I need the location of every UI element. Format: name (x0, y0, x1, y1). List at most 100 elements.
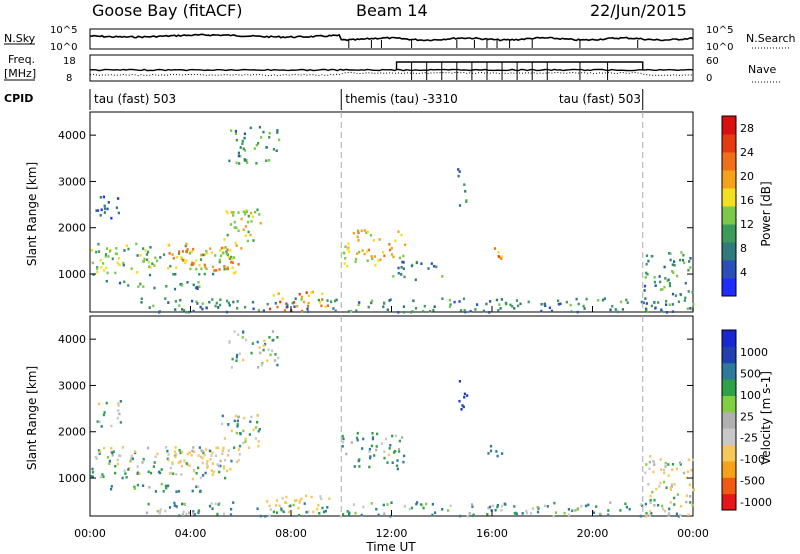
scatter-cell (575, 297, 578, 301)
scatter-cell (259, 221, 262, 225)
scatter-cell (671, 463, 675, 466)
scatter-cell (493, 247, 497, 250)
scatter-cell (663, 285, 666, 289)
scatter-cell (178, 448, 181, 452)
scatter-cell (659, 458, 662, 461)
scatter-cell (110, 487, 113, 491)
scatter-cell (277, 356, 280, 360)
scatter-cell (96, 267, 99, 270)
scatter-cell (257, 444, 260, 448)
scatter-cell (667, 474, 670, 477)
scatter-cell (276, 305, 279, 309)
scatter-cell (142, 484, 145, 487)
scatter-cell (242, 441, 245, 445)
scatter-cell (227, 423, 230, 426)
scatter-cell (283, 309, 286, 312)
scatter-cell (254, 437, 257, 440)
scatter-cell (650, 255, 653, 258)
scatter-cell (225, 267, 228, 271)
scatter-cell (90, 475, 93, 478)
scatter-cell (117, 197, 120, 200)
scatter-cell (227, 255, 230, 259)
scatter-cell (148, 265, 151, 268)
scatter-cell (258, 213, 261, 216)
scatter-cell (617, 310, 620, 314)
scatter-cell (470, 503, 473, 506)
scatter-cell (689, 257, 692, 260)
scatter-cell (215, 301, 218, 305)
scatter-cell (355, 436, 359, 440)
scatter-cell (395, 464, 399, 468)
scatter-cell (396, 467, 399, 471)
scatter-cell (156, 452, 159, 456)
scatter-cell (204, 448, 208, 451)
scatter-cell (691, 503, 694, 507)
scatter-cell (255, 143, 258, 147)
scatter-cell (321, 506, 324, 510)
scatter-cell (156, 509, 159, 513)
scatter-cell (383, 301, 386, 305)
scatter-cell (495, 450, 498, 453)
scatter-cell (230, 260, 233, 264)
scatter-cell (274, 353, 277, 356)
scatter-cell (595, 505, 598, 508)
scatter-cell (225, 210, 228, 213)
scatter-cell (415, 502, 418, 506)
nsky-trace (89, 33, 694, 42)
scatter-cell (645, 514, 648, 517)
scatter-cell (247, 214, 250, 218)
scatter-cell (670, 485, 673, 488)
power-colorbar-tick: 8 (740, 242, 747, 255)
scatter-cell (191, 477, 194, 481)
scatter-cell (687, 458, 690, 461)
scatter-cell (183, 459, 186, 463)
scatter-cell (488, 505, 492, 509)
scatter-cell (178, 250, 181, 253)
scatter-cell (218, 260, 221, 264)
scatter-cell (238, 444, 242, 448)
scatter-cell (496, 505, 499, 509)
scatter-cell (300, 298, 303, 301)
scatter-cell (244, 305, 247, 309)
scatter-cell (410, 506, 414, 510)
scatter-cell (396, 459, 399, 462)
freq-high-band (395, 61, 644, 70)
scatter-cell (366, 259, 369, 262)
scatter-cell (675, 467, 678, 471)
scatter-cell (114, 252, 117, 256)
scatter-cell (118, 412, 121, 416)
scatter-cell (173, 450, 177, 454)
scatter-cell (458, 399, 461, 403)
scatter-cell (682, 253, 685, 257)
scatter-cell (382, 305, 385, 309)
scatter-cell (140, 297, 143, 300)
scatter-cell (370, 502, 373, 505)
scatter-cell (233, 330, 236, 333)
scatter-cell (195, 267, 198, 271)
scatter-cell (223, 267, 226, 271)
scatter-cell (279, 300, 282, 304)
scatter-cell (181, 284, 184, 287)
scatter-cell (96, 209, 100, 212)
scatter-cell (685, 494, 688, 498)
scatter-cell (441, 275, 444, 278)
scatter-cell (639, 503, 642, 506)
scatter-cell (272, 510, 275, 514)
scatter-cell (301, 309, 304, 313)
power-panel (89, 111, 694, 313)
scatter-cell (149, 471, 153, 475)
scatter-cell (220, 246, 224, 250)
scatter-cell (357, 231, 360, 235)
scatter-cell (154, 256, 157, 260)
scatter-cell (425, 502, 428, 506)
scatter-cell (668, 511, 671, 515)
scatter-cell (236, 300, 239, 303)
scatter-cell (110, 447, 113, 450)
scatter-cell (181, 502, 184, 506)
scatter-cell (110, 485, 113, 488)
scatter-cell (165, 486, 168, 490)
scatter-cell (356, 252, 359, 255)
scatter-cell (211, 451, 214, 454)
scatter-cell (139, 254, 142, 257)
scatter-cell (265, 159, 268, 162)
